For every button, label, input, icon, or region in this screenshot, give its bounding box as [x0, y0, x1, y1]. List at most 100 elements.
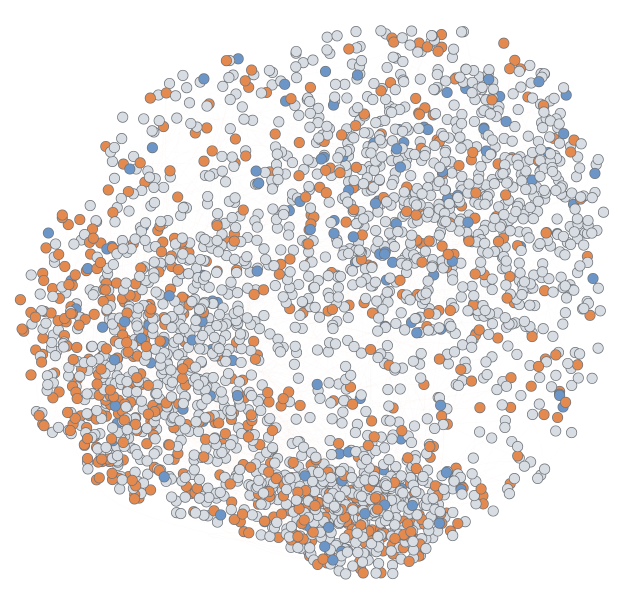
- network-node-orange: [128, 493, 141, 505]
- network-node-gray: [135, 395, 148, 407]
- network-edge: [398, 385, 459, 423]
- network-node-orange: [177, 363, 189, 375]
- network-edge: [100, 205, 152, 244]
- network-node-orange: [74, 214, 86, 226]
- network-node-gray: [212, 208, 224, 220]
- network-node-gray: [553, 118, 565, 130]
- network-edge: [271, 84, 305, 170]
- network-node-gray: [497, 168, 509, 180]
- network-node-orange: [413, 108, 425, 120]
- network-edge: [114, 118, 144, 330]
- network-node-orange: [140, 341, 152, 353]
- network-node-orange: [100, 343, 112, 355]
- network-node-gray: [202, 190, 214, 203]
- network-node-gray: [220, 355, 232, 367]
- network-node-blue: [109, 400, 121, 412]
- network-node-gray: [455, 142, 467, 154]
- network-node-gray: [372, 352, 384, 364]
- network-node-orange: [525, 380, 537, 392]
- network-node-blue: [315, 153, 327, 165]
- network-node-gray: [475, 256, 487, 268]
- network-node-gray: [534, 238, 546, 250]
- network-node-gray: [213, 308, 226, 320]
- network-node-gray: [166, 491, 178, 503]
- network-node-gray: [406, 229, 418, 241]
- network-node-gray: [382, 384, 394, 396]
- network-node-gray: [429, 422, 441, 434]
- network-node-gray: [177, 202, 189, 214]
- network-node-blue: [394, 161, 406, 173]
- network-node-gray: [194, 343, 206, 355]
- network-node-gray: [284, 472, 296, 484]
- network-node-gray: [286, 157, 298, 169]
- network-node-gray: [281, 483, 293, 495]
- network-node-gray: [203, 281, 215, 293]
- network-node-gray: [46, 336, 58, 349]
- network-node-gray: [230, 221, 242, 233]
- network-node-gray: [378, 442, 391, 454]
- network-node-gray: [339, 532, 351, 544]
- network-node-orange: [229, 133, 241, 145]
- network-node-gray: [139, 234, 151, 246]
- network-node-blue: [411, 327, 423, 339]
- network-node-orange: [245, 461, 257, 473]
- network-node-blue: [311, 378, 323, 390]
- network-node-gray: [381, 339, 393, 352]
- network-node-gray: [216, 150, 228, 162]
- network-node-orange: [38, 420, 50, 432]
- network-node-orange: [350, 161, 362, 173]
- network-node-blue: [406, 499, 418, 511]
- network-node-orange: [81, 453, 94, 465]
- network-node-gray: [532, 472, 544, 484]
- network-edge: [128, 147, 153, 212]
- network-node-gray: [204, 170, 216, 182]
- network-node-orange: [402, 452, 414, 464]
- network-node-gray: [158, 181, 170, 193]
- network-node-gray: [472, 173, 485, 185]
- network-node-gray: [325, 449, 338, 461]
- network-node-gray: [358, 213, 370, 225]
- network-node-gray: [568, 226, 580, 238]
- network-node-gray: [255, 498, 267, 510]
- network-node-gray: [50, 238, 62, 250]
- network-node-gray: [447, 530, 459, 542]
- network-node-gray: [298, 441, 310, 453]
- network-edge: [291, 291, 407, 296]
- network-node-gray: [207, 372, 219, 384]
- network-node-gray: [438, 130, 450, 142]
- network-node-orange: [102, 184, 114, 196]
- network-node-gray: [494, 221, 506, 233]
- network-node-gray: [87, 289, 99, 301]
- network-edge: [445, 221, 504, 382]
- network-node-gray: [81, 408, 93, 420]
- network-node-gray: [322, 492, 334, 504]
- network-node-gray: [177, 397, 189, 409]
- network-node-gray: [225, 439, 237, 451]
- network-node-orange: [249, 353, 261, 365]
- network-node-gray: [308, 281, 321, 293]
- network-edge: [451, 134, 487, 218]
- network-node-orange: [347, 398, 359, 410]
- network-node-gray: [550, 425, 562, 437]
- network-node-gray: [592, 342, 604, 354]
- network-edge: [403, 80, 423, 194]
- network-node-gray: [325, 217, 337, 229]
- network-node-orange: [463, 235, 475, 247]
- network-node-gray: [370, 117, 382, 129]
- network-node-gray: [544, 131, 556, 143]
- network-node-orange: [220, 55, 232, 67]
- network-node-blue: [279, 78, 291, 90]
- network-node-gray: [447, 274, 459, 286]
- network-node-orange: [270, 473, 282, 485]
- network-edge: [243, 119, 300, 176]
- network-node-gray: [512, 104, 524, 116]
- network-node-gray: [199, 233, 211, 245]
- network-node-orange: [224, 478, 236, 490]
- network-node-gray: [507, 88, 519, 100]
- network-node-gray: [353, 244, 365, 256]
- network-node-gray: [415, 347, 427, 360]
- network-node-orange: [248, 288, 260, 300]
- network-node-gray: [379, 216, 392, 228]
- network-node-blue: [250, 165, 262, 177]
- network-node-orange: [62, 406, 74, 418]
